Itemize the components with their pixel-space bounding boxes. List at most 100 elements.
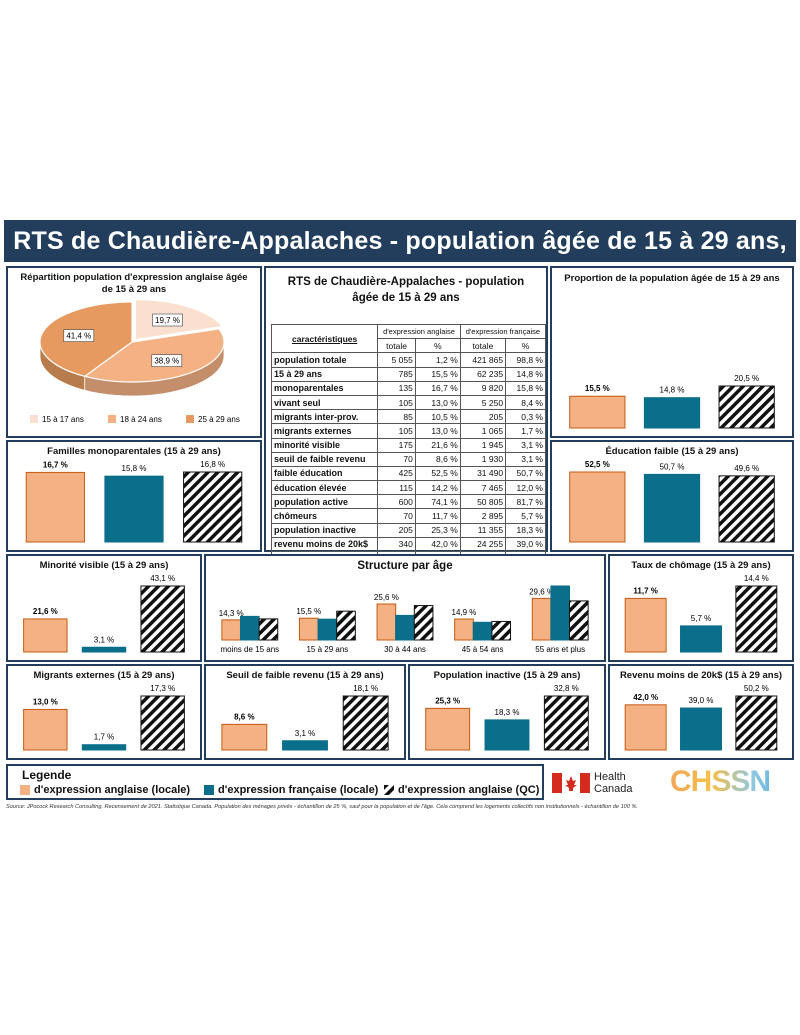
- table-cell: 81,7 %: [505, 494, 546, 510]
- minorite-label-anglaise-locale: 21,6 %: [33, 607, 58, 616]
- education-bar-anglaise-locale: [569, 471, 626, 543]
- chssn-logo: CHSSN: [670, 765, 794, 799]
- revenu-bar-anglaise-locale: [624, 704, 667, 751]
- table-cell: 5 055: [377, 352, 416, 368]
- structure-bar-anglaise-locale: [221, 619, 241, 641]
- bar-chart-revenu: 42,0 % 39,0 % 50,2 %: [624, 684, 778, 751]
- table-cell: 3,1 %: [505, 437, 546, 453]
- monoparentales-bar-anglaise-qc: [183, 471, 243, 543]
- chart-box-education: Éducation faible (15 à 29 ans) 52,5 % 50,…: [550, 440, 794, 552]
- migrants-bar-francaise-locale: [81, 744, 127, 751]
- col-group-francaise: d'expression française: [459, 323, 547, 340]
- chart-box-structure: Structure par âge 14,3 % moins de 15 ans 1…: [204, 554, 606, 662]
- chart-box-inactive: Population inactive (15 à 29 ans) 25,3 %…: [408, 664, 606, 760]
- structure-bar-anglaise-locale: [376, 603, 397, 641]
- table-cell: 15,8 %: [505, 380, 546, 396]
- table-cell: 8,4 %: [505, 394, 546, 411]
- table-cell: 115: [377, 480, 416, 496]
- infographic-sheet: RTS de Chaudière-Appalaches - population…: [4, 220, 796, 816]
- table-row: minorité visible 175 21,6 % 1 945 3,1 %: [270, 437, 546, 453]
- bar-chart-chomage: 11,7 % 5,7 % 14,4 %: [624, 574, 778, 653]
- legend: Legende d'expression anglaise (locale) d…: [6, 764, 544, 800]
- stats-table-box: RTS de Chaudière-Appalaches - population…: [264, 266, 548, 567]
- chomage-label-francaise-locale: 5,7 %: [691, 614, 711, 623]
- structure-bar-francaise-locale: [317, 618, 338, 641]
- chart-title-revenu: Revenu moins de 20k$ (15 à 29 ans): [619, 670, 783, 681]
- table-cell: 16,7 %: [414, 380, 461, 396]
- legend-swatch-anglaise-locale: [20, 785, 30, 795]
- pie-legend-swatch: [108, 415, 116, 423]
- inactive-bar-anglaise-locale: [425, 707, 471, 751]
- table-cell: 50 805: [459, 494, 507, 510]
- chart-title-proportion: Proportion de la population âgée de 15 à…: [564, 273, 780, 284]
- chart-box-proportion: Proportion de la population âgée de 15 à…: [550, 266, 794, 438]
- table-cell: 98,8 %: [505, 352, 546, 368]
- chart-title-education: Éducation faible (15 à 29 ans): [605, 446, 739, 457]
- table-cell: 1 065: [459, 423, 507, 439]
- table-cell: 50,7 %: [505, 465, 546, 482]
- col-header-pct-anglaise: %: [414, 338, 461, 354]
- legend-title: Legende: [22, 768, 72, 782]
- table-cell: 52,5 %: [414, 465, 461, 482]
- structure-bar-anglaise-locale: [454, 618, 474, 641]
- migrants-bar-anglaise-qc: [140, 695, 185, 751]
- structure-label: 25,6 %: [374, 593, 399, 602]
- bar-chart-structure: 14,3 % moins de 15 ans 15,5 % 15 à 29 ans 25…: [219, 585, 589, 654]
- structure-bar-anglaise-qc: [413, 605, 434, 641]
- table-row: seuil de faible revenu 70 8,6 % 1 930 3,1 %: [270, 451, 546, 467]
- table-cell: 421 865: [459, 352, 507, 368]
- seuil-label-francaise-locale: 3,1 %: [295, 729, 315, 738]
- table-row: revenu moins de 20k$ 340 42,0 % 24 255 39,0 …: [270, 536, 546, 553]
- chomage-bar-anglaise-locale: [624, 597, 667, 653]
- revenu-bar-anglaise-qc: [735, 695, 778, 751]
- minorite-label-anglaise-qc: 43,1 %: [150, 574, 175, 583]
- structure-bar-anglaise-qc: [258, 618, 279, 641]
- chart-box-revenu: Revenu moins de 20k$ (15 à 29 ans) 42,0 …: [608, 664, 794, 760]
- pie-chart-box: Répartition population d'expression angl…: [6, 266, 262, 438]
- minorite-bar-anglaise-locale: [23, 618, 68, 653]
- pie-legend-swatch: [30, 415, 38, 423]
- minorite-label-francaise-locale: 3,1 %: [94, 635, 114, 644]
- table-row-label: population active: [270, 494, 379, 510]
- chomage-label-anglaise-qc: 14,4 %: [744, 574, 769, 583]
- table-row: faible éducation 425 52,5 % 31 490 50,7 %: [270, 465, 546, 482]
- monoparentales-bar-francaise-locale: [104, 475, 164, 543]
- table-row: population totale 5 055 1,2 % 421 865 98,8 %: [270, 352, 546, 368]
- legend-item-francaise-locale: d'expression française (locale): [204, 784, 378, 796]
- table-cell: 10,5 %: [414, 409, 461, 425]
- education-label-anglaise-qc: 49,6 %: [734, 464, 759, 473]
- table-cell: 3,1 %: [505, 451, 546, 467]
- table-cell: 425: [377, 465, 416, 482]
- table-cell: 205: [377, 522, 416, 538]
- table-cell: 105: [377, 394, 416, 411]
- pie-label: 38,9 %: [154, 357, 179, 366]
- revenu-label-anglaise-qc: 50,2 %: [744, 684, 769, 693]
- migrants-label-anglaise-locale: 13,0 %: [33, 697, 58, 706]
- table-cell: 15,5 %: [414, 366, 461, 382]
- table-cell: 18,3 %: [505, 522, 546, 538]
- table-cell: 1,2 %: [414, 352, 461, 368]
- structure-bar-francaise-locale: [395, 614, 415, 641]
- seuil-label-anglaise-locale: 8,6 %: [234, 712, 254, 721]
- monoparentales-label-anglaise-qc: 16,8 %: [200, 460, 225, 469]
- col-header-totale-francaise: totale: [459, 338, 507, 354]
- legend-label-francaise-locale: d'expression française (locale): [218, 784, 379, 796]
- table-cell: 74,1 %: [414, 494, 461, 510]
- table-cell: 21,6 %: [414, 437, 461, 453]
- table-cell: 175: [377, 437, 416, 453]
- monoparentales-bar-anglaise-locale: [25, 471, 85, 543]
- table-row-label: faible éducation: [270, 465, 379, 482]
- education-bar-anglaise-qc: [718, 475, 775, 543]
- inactive-label-anglaise-qc: 32,8 %: [554, 684, 579, 693]
- minorite-bar-francaise-locale: [81, 646, 127, 653]
- source-note: Source: JPocock Research Consulting. Rec…: [6, 804, 638, 810]
- seuil-bar-francaise-locale: [282, 740, 328, 751]
- monoparentales-label-francaise-locale: 15,8 %: [122, 464, 147, 473]
- table-row-label: éducation élevée: [270, 480, 379, 496]
- table-cell: 105: [377, 423, 416, 439]
- inactive-bar-francaise-locale: [484, 719, 530, 751]
- pie-label: 41,4 %: [66, 332, 91, 341]
- legend-item-anglaise-locale: d'expression anglaise (locale): [20, 784, 190, 796]
- structure-category-label: 30 à 44 ans: [384, 645, 426, 654]
- structure-label: 29,6 %: [529, 587, 554, 596]
